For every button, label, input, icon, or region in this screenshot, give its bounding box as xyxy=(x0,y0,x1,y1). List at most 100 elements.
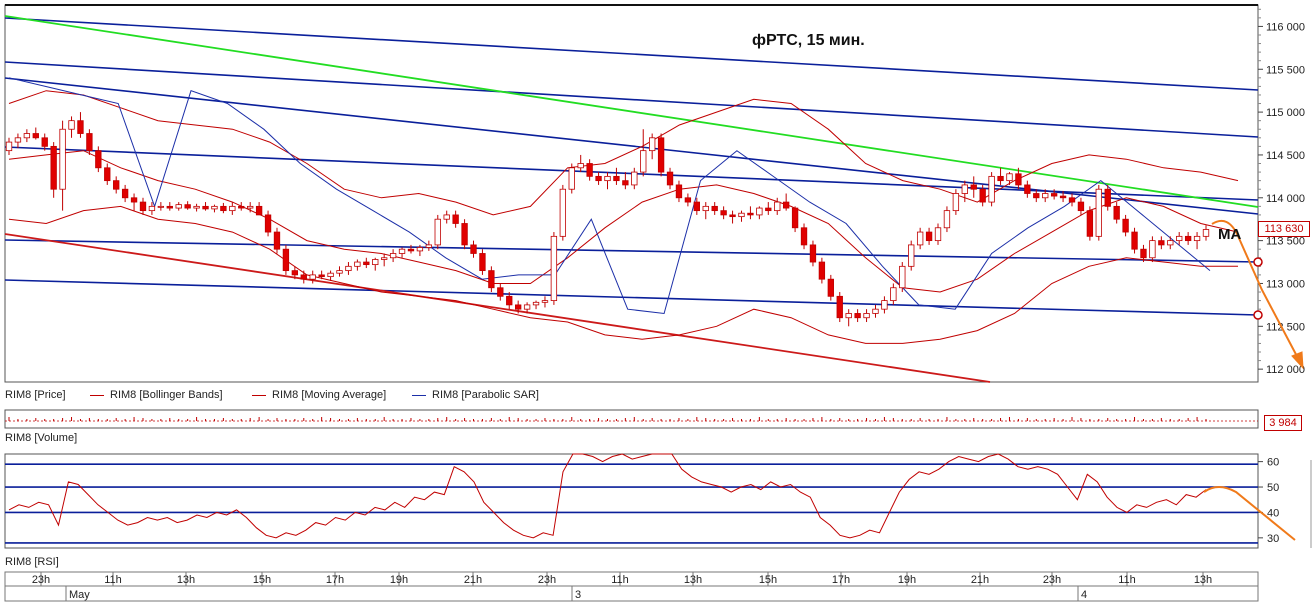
candle-up xyxy=(336,270,343,274)
time-axis-label: 11h xyxy=(611,574,629,586)
rsi-axis-tick-label: 30 xyxy=(1267,533,1279,545)
candle-up xyxy=(425,244,433,248)
candle-down xyxy=(50,145,57,190)
candle-down xyxy=(300,274,307,280)
rsi-line xyxy=(8,453,1207,539)
candle-down xyxy=(515,304,522,310)
candle-up xyxy=(559,188,567,237)
candle-down xyxy=(488,270,495,289)
candle-up xyxy=(434,218,441,246)
candle-down xyxy=(1104,188,1111,207)
candle-up xyxy=(523,304,531,310)
legend-item-parabolic-sar[interactable]: RIM8 [Parabolic SAR] xyxy=(412,389,539,401)
candle-up xyxy=(774,201,781,212)
candle-up xyxy=(175,204,182,209)
candle-down xyxy=(1015,173,1022,186)
candle-down xyxy=(979,188,986,203)
trend-line xyxy=(4,239,1259,263)
candle-up xyxy=(193,205,200,209)
candle-up xyxy=(640,150,647,173)
candle-up xyxy=(541,300,549,303)
candle-up xyxy=(381,257,388,260)
candle-up xyxy=(1095,188,1102,237)
candle-down xyxy=(506,295,513,306)
candle-down xyxy=(809,244,817,263)
candle-down xyxy=(184,204,191,209)
rsi-panel-title: RIM8 [RSI] xyxy=(5,556,59,568)
date-axis-label: 3 xyxy=(575,589,581,601)
candle-down xyxy=(113,180,120,190)
legend-swatch xyxy=(252,394,266,396)
candle-up xyxy=(327,272,334,278)
candle-up xyxy=(59,128,66,190)
candle-up xyxy=(702,205,709,212)
candle-up xyxy=(568,167,575,190)
legend-label: RIM8 [Bollinger Bands] xyxy=(110,389,223,401)
candle-up xyxy=(157,205,165,208)
rsi-axis-tick-label: 50 xyxy=(1267,482,1279,494)
candle-down xyxy=(121,188,129,199)
rsi-axis-tick-label: 40 xyxy=(1267,507,1279,519)
legend-item-price[interactable]: RIM8 [Price] xyxy=(5,389,66,401)
candle-down xyxy=(1086,210,1094,237)
forecast-arrow xyxy=(1211,220,1301,363)
candle-down xyxy=(666,171,674,186)
candle-up xyxy=(916,231,924,246)
candle-up xyxy=(148,205,156,212)
candle-down xyxy=(1024,184,1031,194)
candle-down xyxy=(461,223,468,246)
candle-down xyxy=(238,205,245,209)
candle-down xyxy=(613,175,620,182)
forecast-arrow-head xyxy=(1291,351,1304,370)
candle-down xyxy=(291,270,299,276)
candle-down xyxy=(1059,195,1067,199)
rsi-panel-frame xyxy=(4,453,1259,549)
candle-down xyxy=(273,231,281,250)
candle-down xyxy=(1158,240,1165,246)
legend-item-bollinger[interactable]: RIM8 [Bollinger Bands] xyxy=(90,389,223,401)
candle-up xyxy=(389,253,397,259)
candle-down xyxy=(657,137,665,173)
candle-up xyxy=(309,274,316,280)
candle-down xyxy=(130,197,138,203)
candle-up xyxy=(416,247,424,252)
candle-down xyxy=(104,167,111,182)
moving-average-line xyxy=(8,150,1239,293)
candle-down xyxy=(497,287,504,297)
candle-up xyxy=(229,205,236,212)
candle-down xyxy=(166,205,173,209)
candle-up xyxy=(899,265,906,289)
time-axis-label: 23h xyxy=(538,574,556,586)
candle-down xyxy=(836,295,843,319)
rsi-axis-tick-label: 60 xyxy=(1267,457,1279,469)
candle-up xyxy=(372,259,379,266)
candle-up xyxy=(952,193,960,212)
candle-down xyxy=(479,253,486,272)
candle-up xyxy=(1167,240,1174,246)
candle-up xyxy=(756,207,763,216)
trend-line xyxy=(4,17,1259,91)
legend: RIM8 [Price] RIM8 [Bollinger Bands] RIM8… xyxy=(0,388,1258,404)
candle-down xyxy=(765,207,772,212)
candle-down xyxy=(77,120,84,134)
candle-up xyxy=(532,301,540,306)
candle-up xyxy=(398,248,406,254)
candle-down xyxy=(827,278,834,297)
price-axis-tick-label: 114 000 xyxy=(1266,193,1305,205)
time-axis-label: 11h xyxy=(1118,574,1136,586)
candle-down xyxy=(586,163,593,177)
candle-up xyxy=(550,235,558,302)
candle-down xyxy=(41,137,48,147)
time-axis-label: 13h xyxy=(684,574,702,586)
candle-down xyxy=(1131,231,1138,250)
candle-up xyxy=(648,137,656,152)
candle-up xyxy=(443,214,450,220)
time-axis-label: 21h xyxy=(971,574,989,586)
candle-down xyxy=(363,261,370,266)
trend-line xyxy=(4,233,991,383)
legend-item-moving-average[interactable]: RIM8 [Moving Average] xyxy=(252,389,386,401)
ma-annotation: MA xyxy=(1218,226,1242,243)
candle-down xyxy=(782,201,790,209)
time-axis-label: 11h xyxy=(104,574,122,586)
legend-label: RIM8 [Price] xyxy=(5,389,66,401)
